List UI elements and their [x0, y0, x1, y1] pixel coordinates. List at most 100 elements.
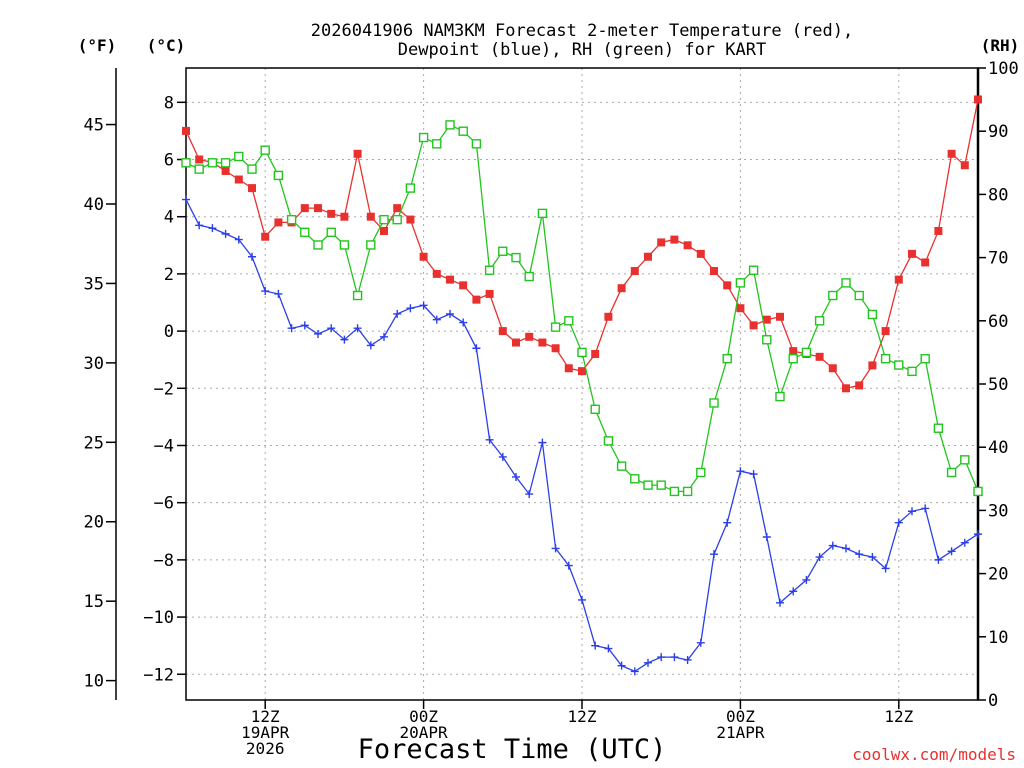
temperature-point — [776, 312, 784, 321]
dewpoint-point — [525, 490, 534, 499]
celsius-tick-label: 4 — [164, 208, 174, 228]
rh-point — [537, 208, 548, 219]
temperature-point — [723, 281, 732, 290]
rh-point — [511, 252, 521, 263]
rh-point — [432, 139, 442, 149]
temperature-point — [710, 267, 718, 276]
fahrenheit-tick-label: 45 — [84, 116, 104, 136]
dewpoint-point — [472, 344, 481, 353]
rh-point — [590, 404, 600, 414]
temperature-point — [696, 249, 705, 258]
dewpoint-point — [419, 301, 428, 310]
temperature-point — [921, 258, 930, 267]
temperature-point — [366, 212, 375, 221]
temperature-point — [578, 367, 586, 376]
temperature-point — [525, 332, 534, 341]
temperature-point — [182, 126, 190, 135]
temperature-point — [644, 252, 652, 261]
dewpoint-point — [195, 221, 204, 230]
temperature-point — [340, 212, 349, 221]
rh-point — [920, 354, 930, 364]
rh-point — [550, 322, 561, 332]
dewpoint-point — [498, 452, 507, 461]
temperature-point — [380, 227, 388, 236]
rh-point — [564, 316, 574, 326]
temperature-point — [221, 166, 230, 175]
series — [181, 95, 983, 676]
rh-point — [498, 246, 508, 256]
rh-point — [326, 227, 336, 238]
dewpoint-point — [670, 653, 679, 662]
dewpoint-point — [512, 472, 520, 481]
temperature-point — [393, 204, 402, 213]
celsius-unit-label: (°C) — [147, 36, 186, 55]
dewpoint-point — [842, 544, 850, 553]
dewpoint-point — [591, 641, 600, 650]
temperature-point — [815, 352, 824, 361]
dewpoint-point — [934, 555, 943, 564]
dewpoint-point — [815, 553, 824, 562]
dewpoint-point — [749, 470, 758, 479]
temperature-point — [749, 321, 758, 330]
x-axis-label: Forecast Time (UTC) — [358, 734, 667, 765]
x-tick-label: 12Z — [884, 707, 913, 726]
x-tick-label: 00Z — [409, 707, 438, 726]
dewpoint-point — [234, 235, 243, 244]
temperature-point — [630, 267, 639, 276]
title-line-2: Dewpoint (blue), RH (green) for KART — [398, 40, 766, 60]
rh-point — [656, 480, 666, 490]
temperature-point — [947, 149, 956, 158]
rh-point — [946, 467, 957, 478]
temperature-point — [459, 281, 468, 290]
dewpoint-point — [340, 335, 349, 344]
rh-point — [933, 423, 944, 433]
dewpoint-point — [617, 661, 626, 670]
rh-point — [669, 486, 680, 497]
temperature-point — [604, 312, 613, 321]
rh-point — [247, 164, 257, 174]
rh-point — [234, 151, 244, 162]
temperature-point — [432, 269, 441, 278]
credit-text: coolwx.com/models — [852, 745, 1016, 764]
dewpoint-point — [921, 504, 930, 513]
rh-tick-label: 100 — [988, 59, 1019, 79]
rh-point — [313, 240, 323, 250]
dewpoint-point — [908, 507, 916, 516]
rh-point — [643, 480, 653, 490]
rh-point — [841, 278, 851, 288]
rh-tick-label: 20 — [988, 565, 1008, 585]
temperature-point — [498, 327, 507, 336]
rh-point — [379, 214, 389, 225]
dewpoint-point — [432, 315, 441, 324]
dewpoint-point — [644, 658, 652, 667]
celsius-tick-label: −8 — [154, 551, 174, 571]
dewpoint-point — [802, 575, 811, 584]
rh-point — [867, 309, 878, 320]
dewpoint-point — [314, 329, 322, 338]
temperature-point — [419, 252, 428, 261]
rh-point — [445, 120, 455, 130]
temperature-point — [234, 175, 243, 184]
dewpoint-point — [485, 435, 494, 444]
x-tick-label: 2026 — [246, 739, 285, 758]
rh-tick-label: 90 — [988, 122, 1008, 142]
rh-point — [682, 486, 693, 497]
dewpoint-point — [182, 195, 190, 204]
rh-point — [696, 467, 706, 478]
dewpoint-point — [789, 587, 798, 596]
rh-tick-label: 80 — [988, 185, 1008, 205]
dewpoint-point — [366, 341, 375, 350]
temperature-point — [564, 364, 573, 373]
dewpoint-point — [327, 324, 336, 333]
rh-point — [894, 360, 904, 370]
x-tick-label: 21APR — [716, 723, 765, 742]
rh-point — [300, 227, 310, 238]
celsius-tick-label: 8 — [164, 93, 174, 113]
rh-series — [181, 120, 983, 497]
dewpoint-point — [564, 561, 573, 570]
dewpoint-point — [578, 595, 586, 604]
x-tick-label: 12Z — [251, 707, 280, 726]
x-tick-label: 12Z — [568, 707, 597, 726]
dewpoint-point — [855, 550, 864, 559]
rh-point — [458, 126, 468, 136]
